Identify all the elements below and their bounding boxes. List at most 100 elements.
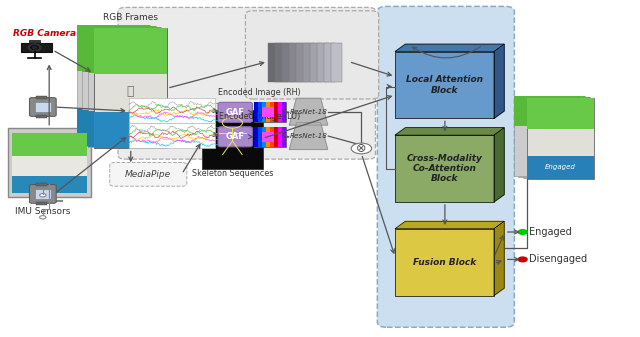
FancyBboxPatch shape <box>514 95 580 176</box>
Text: ⊗: ⊗ <box>356 142 367 155</box>
FancyBboxPatch shape <box>218 127 252 147</box>
Text: MediaPipe: MediaPipe <box>125 170 172 179</box>
Text: Fusion Block: Fusion Block <box>413 257 476 267</box>
FancyBboxPatch shape <box>262 127 266 147</box>
FancyBboxPatch shape <box>262 102 266 122</box>
FancyBboxPatch shape <box>289 43 302 82</box>
FancyBboxPatch shape <box>88 27 161 147</box>
FancyBboxPatch shape <box>331 43 342 82</box>
FancyBboxPatch shape <box>278 102 282 122</box>
Text: Encoded Image (RH): Encoded Image (RH) <box>218 88 301 97</box>
FancyBboxPatch shape <box>282 102 285 122</box>
FancyBboxPatch shape <box>109 162 187 186</box>
FancyBboxPatch shape <box>20 43 52 52</box>
FancyBboxPatch shape <box>253 127 258 147</box>
Polygon shape <box>289 98 328 125</box>
FancyBboxPatch shape <box>258 127 262 147</box>
FancyBboxPatch shape <box>282 127 285 147</box>
Text: RGB Frames: RGB Frames <box>103 13 158 22</box>
FancyBboxPatch shape <box>246 11 379 99</box>
FancyBboxPatch shape <box>36 202 47 205</box>
FancyBboxPatch shape <box>395 52 494 118</box>
FancyBboxPatch shape <box>218 102 252 122</box>
FancyBboxPatch shape <box>36 183 47 186</box>
FancyBboxPatch shape <box>282 127 285 147</box>
FancyBboxPatch shape <box>278 127 282 147</box>
FancyBboxPatch shape <box>129 123 215 148</box>
Circle shape <box>31 45 38 50</box>
FancyBboxPatch shape <box>274 102 278 122</box>
Text: ResNet-18: ResNet-18 <box>289 133 328 139</box>
FancyBboxPatch shape <box>88 111 161 147</box>
FancyBboxPatch shape <box>310 43 322 82</box>
Text: Engaged: Engaged <box>545 164 576 170</box>
FancyBboxPatch shape <box>296 43 308 82</box>
FancyBboxPatch shape <box>262 127 266 147</box>
FancyBboxPatch shape <box>202 110 262 168</box>
Polygon shape <box>395 128 504 135</box>
Circle shape <box>28 44 41 51</box>
FancyBboxPatch shape <box>274 127 278 147</box>
FancyBboxPatch shape <box>395 229 494 296</box>
FancyBboxPatch shape <box>262 132 275 142</box>
FancyBboxPatch shape <box>88 27 161 73</box>
FancyBboxPatch shape <box>253 127 258 147</box>
FancyBboxPatch shape <box>278 102 282 122</box>
FancyBboxPatch shape <box>523 97 589 178</box>
FancyBboxPatch shape <box>202 110 262 168</box>
Circle shape <box>40 216 46 219</box>
FancyBboxPatch shape <box>77 25 150 71</box>
FancyBboxPatch shape <box>29 185 56 203</box>
FancyBboxPatch shape <box>253 102 258 122</box>
Polygon shape <box>494 221 504 296</box>
Text: GAF: GAF <box>226 132 244 141</box>
FancyBboxPatch shape <box>266 102 269 122</box>
Polygon shape <box>494 128 504 202</box>
FancyBboxPatch shape <box>83 26 156 146</box>
FancyBboxPatch shape <box>269 102 274 122</box>
Text: GAF: GAF <box>226 108 244 117</box>
FancyBboxPatch shape <box>262 132 275 142</box>
FancyBboxPatch shape <box>94 28 167 74</box>
FancyBboxPatch shape <box>303 43 316 82</box>
FancyBboxPatch shape <box>83 110 156 146</box>
FancyBboxPatch shape <box>317 43 328 82</box>
Text: Skeleton Sequences: Skeleton Sequences <box>192 169 273 178</box>
Circle shape <box>518 229 527 234</box>
FancyBboxPatch shape <box>94 28 167 148</box>
FancyBboxPatch shape <box>269 127 274 147</box>
FancyBboxPatch shape <box>12 133 87 193</box>
FancyBboxPatch shape <box>527 98 594 179</box>
FancyBboxPatch shape <box>268 43 282 82</box>
FancyBboxPatch shape <box>118 7 376 159</box>
Circle shape <box>40 193 46 197</box>
FancyBboxPatch shape <box>282 102 285 122</box>
FancyBboxPatch shape <box>258 127 262 147</box>
FancyBboxPatch shape <box>12 133 87 156</box>
Text: ResNet-18: ResNet-18 <box>289 109 328 115</box>
FancyBboxPatch shape <box>518 96 585 177</box>
FancyBboxPatch shape <box>36 96 47 99</box>
Polygon shape <box>395 44 504 52</box>
Polygon shape <box>395 221 504 229</box>
Text: 👤: 👤 <box>127 85 134 98</box>
Text: Disengaged: Disengaged <box>529 254 587 265</box>
FancyBboxPatch shape <box>202 110 262 168</box>
FancyBboxPatch shape <box>269 102 274 122</box>
FancyBboxPatch shape <box>527 156 594 179</box>
FancyBboxPatch shape <box>35 189 51 199</box>
FancyBboxPatch shape <box>269 127 274 147</box>
Text: Engaged: Engaged <box>529 227 572 237</box>
FancyBboxPatch shape <box>77 25 150 145</box>
FancyBboxPatch shape <box>266 127 269 147</box>
FancyBboxPatch shape <box>282 43 295 82</box>
FancyBboxPatch shape <box>8 128 91 197</box>
FancyBboxPatch shape <box>523 97 589 128</box>
Circle shape <box>33 47 36 49</box>
FancyBboxPatch shape <box>83 26 156 72</box>
FancyBboxPatch shape <box>324 43 335 82</box>
FancyBboxPatch shape <box>12 176 87 193</box>
FancyBboxPatch shape <box>378 6 515 327</box>
FancyBboxPatch shape <box>266 127 269 147</box>
FancyBboxPatch shape <box>274 102 278 122</box>
